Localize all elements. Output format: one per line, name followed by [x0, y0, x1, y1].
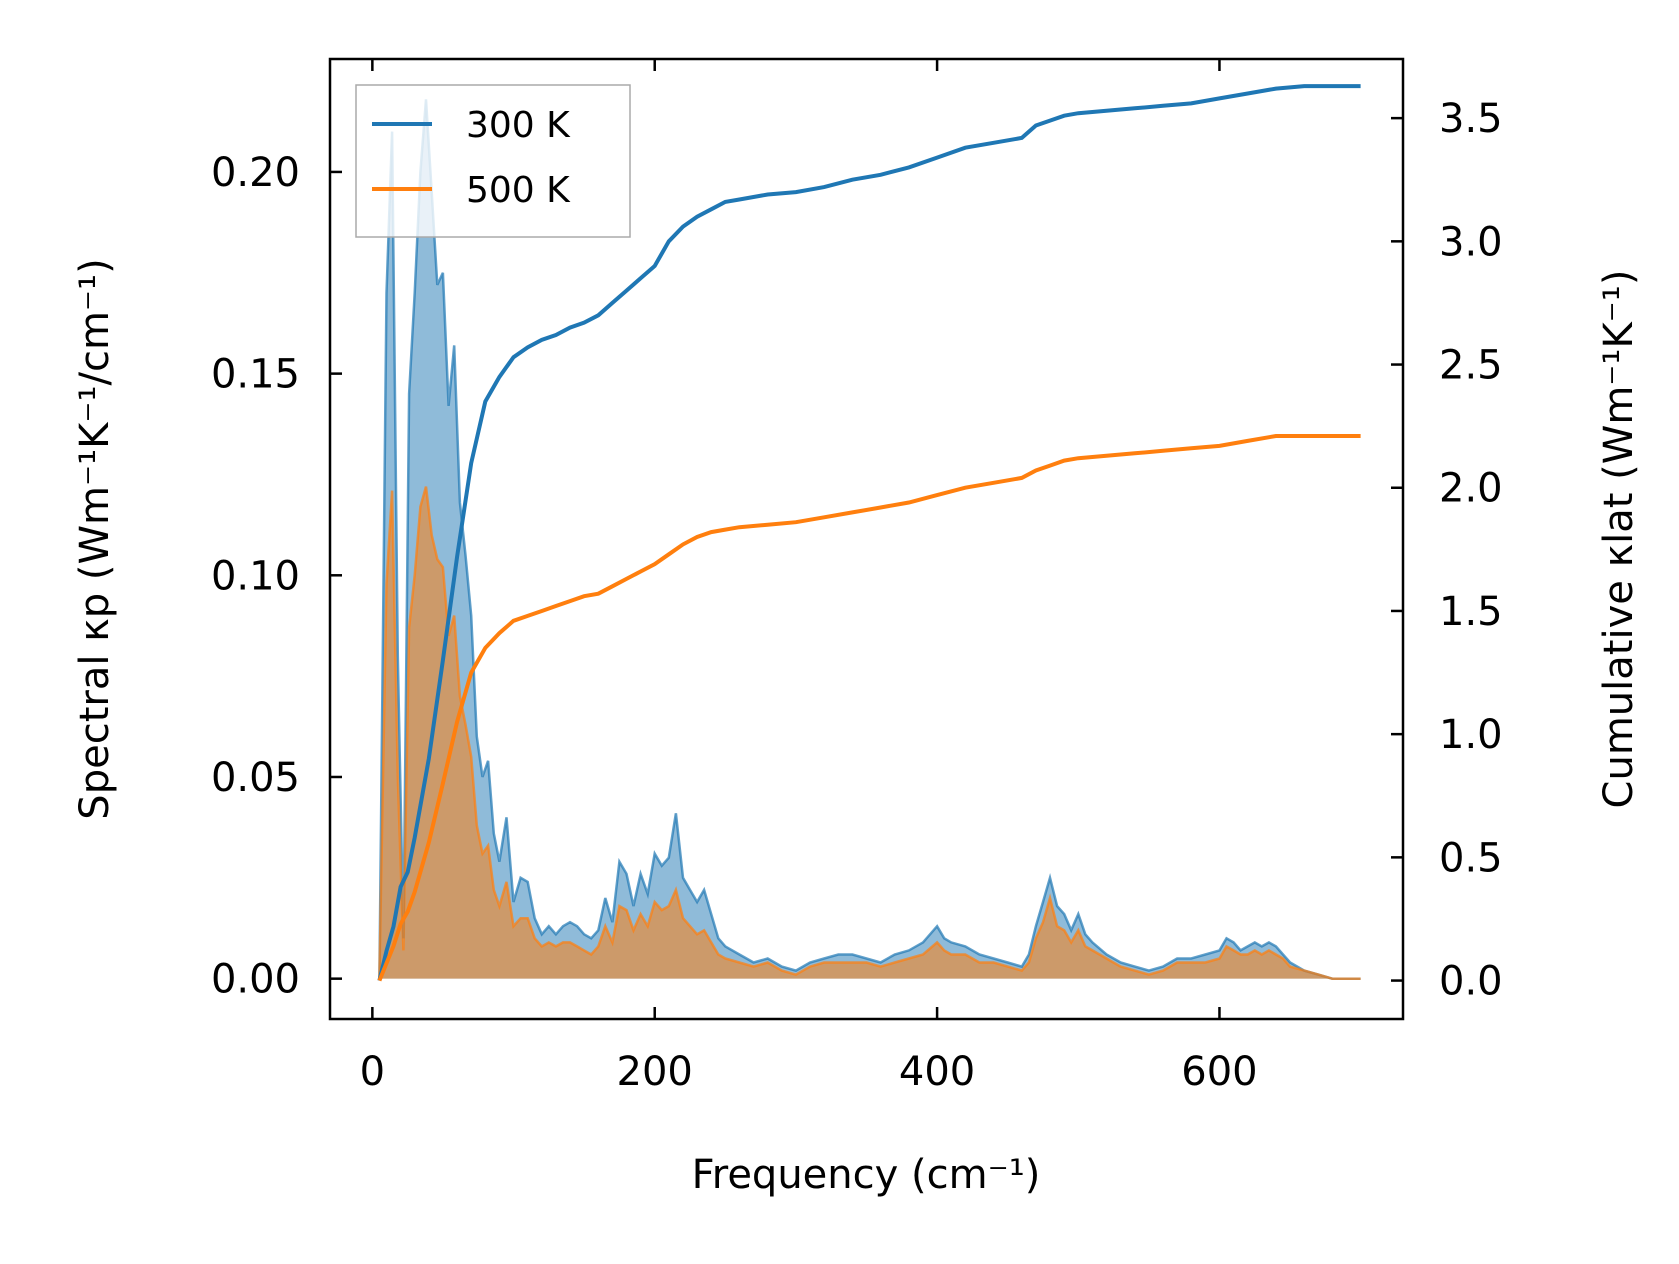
data-lines [377, 84, 1361, 982]
spectral-line-0 [378, 99, 1361, 980]
y-tick-label-right: 3.5 [1439, 96, 1503, 142]
x-tick-label: 200 [617, 1049, 693, 1095]
y-tick-label-left: 0.05 [211, 755, 300, 801]
y-tick-label-left: 0.15 [211, 352, 300, 398]
y-axis-right-title: Cumulative κlat (Wm⁻¹K⁻¹) [1596, 270, 1642, 809]
x-axis-title: Frequency (cm⁻¹) [692, 1152, 1041, 1198]
y-axis-left-title: Spectral κp (Wm⁻¹K⁻¹/cm⁻¹) [72, 258, 118, 819]
spectral-fills [379, 99, 1361, 979]
x-tick-label: 400 [899, 1049, 975, 1095]
legend-label-300k: 300 K [466, 105, 571, 146]
spectral-line-1 [378, 486, 1361, 980]
y-tick-label-right: 2.5 [1439, 343, 1503, 389]
y-tick-label-right: 0.0 [1439, 959, 1503, 1005]
x-tick-label: 600 [1181, 1049, 1257, 1095]
y-tick-label-left: 0.20 [211, 150, 300, 196]
spectral-fill-1 [379, 486, 1361, 979]
plot-frame [328, 57, 1405, 1021]
cumulative-line-1 [377, 434, 1361, 982]
y-tick-label-left: 0.10 [211, 553, 300, 599]
legend-frame [355, 84, 631, 238]
axis-ticks [330, 59, 1403, 1019]
y-tick-label-right: 1.5 [1439, 589, 1503, 635]
y-tick-label-right: 3.0 [1439, 219, 1503, 265]
y-tick-label-left: 0.00 [211, 957, 300, 1003]
legend: 300 K 500 K [355, 84, 631, 238]
tick-labels: 0 200 400 600 0.00 0.05 0.10 0.15 0.20 0.0 0.5 1.0 1… [211, 96, 1503, 1095]
x-tick-label: 0 [360, 1049, 385, 1095]
y-tick-label-right: 2.0 [1439, 466, 1503, 512]
cumulative-line-0 [377, 84, 1361, 982]
y-tick-label-right: 1.0 [1439, 712, 1503, 758]
y-tick-label-right: 0.5 [1439, 835, 1503, 881]
legend-label-500k: 500 K [466, 170, 571, 211]
